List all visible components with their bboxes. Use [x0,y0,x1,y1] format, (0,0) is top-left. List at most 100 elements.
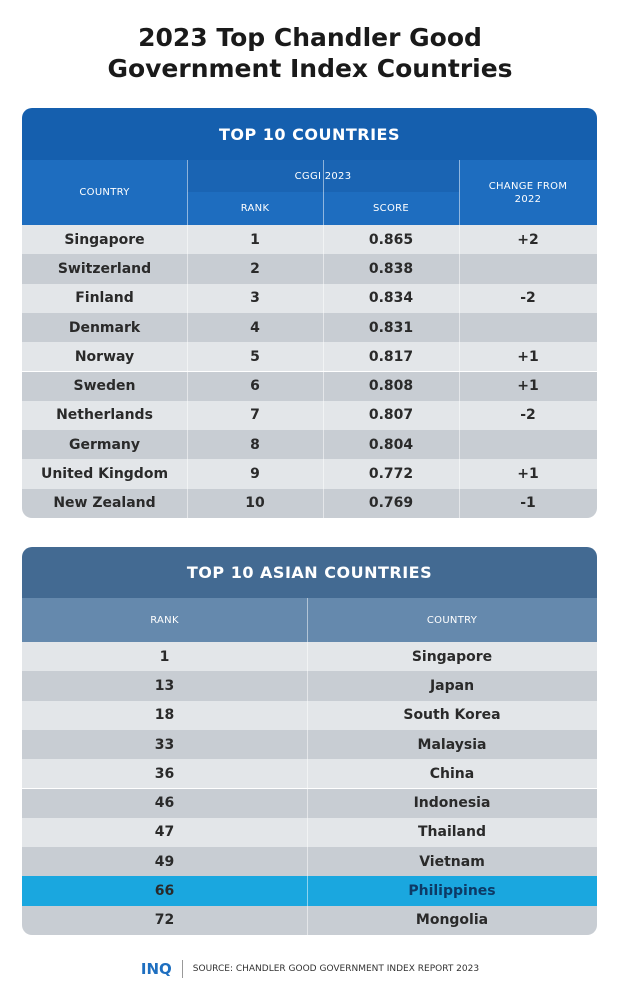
table-cell: +1 [517,378,539,395]
row-bg [22,430,597,460]
row-bg [22,312,597,343]
table-cell [459,313,597,342]
table-cell: 47 [154,824,175,841]
table-cell: Sweden [73,378,136,395]
table-cell: 0.769 [368,495,414,512]
row-bg [22,371,597,401]
divider [187,160,188,518]
row-bg [22,225,597,255]
asian-table: TOP 10 ASIAN COUNTRIES RANK COUNTRY 1 Singap… [22,547,597,935]
header-cell: SCORE [373,203,409,214]
table-cell: 0.831 [368,319,414,336]
header-cell: RANK [240,203,270,214]
row-bg [22,905,597,935]
row-bg [22,876,597,906]
row-bg [22,788,597,818]
title: 2023 Top Chandler Good Government Index … [0,22,620,84]
table-cell: 0.808 [368,378,414,395]
table-cell: 0.838 [368,260,414,277]
table-cell: South Korea [403,707,501,724]
table-cell: 4 [250,319,260,336]
table-cell: Thailand [418,824,486,841]
table-cell: Philippines [408,883,496,900]
table-cell: Indonesia [413,795,491,812]
table-cell: 66 [154,883,175,900]
table-cell: Finland [75,290,134,307]
table-cell: Norway [74,348,135,365]
table-cell: +2 [517,231,539,248]
row-bg [22,817,597,848]
table-cell: United Kingdom [40,466,169,483]
table-cell: 8 [250,436,260,453]
table-cell: 0.834 [368,290,414,307]
table-cell: 2 [250,260,260,277]
table-cell: 0.772 [368,466,414,483]
table-cell: 6 [250,378,260,395]
table-cell: 0.865 [368,231,414,248]
row-bg [22,283,597,313]
table-cell [459,430,597,459]
row-bg [22,671,597,701]
row-bg [22,459,597,489]
table-cell: 10 [245,495,265,512]
table-cell: -2 [520,290,536,307]
row-bg [22,400,597,431]
title-line: Government Index Countries [107,54,513,83]
table-cell: -1 [520,495,536,512]
table-cell: 46 [154,795,175,812]
table-cell: -2 [520,407,536,424]
row-bg [22,847,597,877]
table-cell: 5 [250,348,260,365]
table-cell: Vietnam [419,853,485,870]
divider [459,160,460,518]
logo: INQ [141,960,183,978]
row-bg [22,254,597,284]
table-cell: 0.804 [368,436,414,453]
table-cell [459,254,597,283]
table-cell: Japan [429,677,475,694]
table-cell: 3 [250,290,260,307]
table-cell: Malaysia [417,736,487,753]
row-bg [22,342,597,372]
row-bg [22,700,597,730]
table-cell: New Zealand [53,495,156,512]
table-cell: Netherlands [56,407,153,424]
source: SOURCE: CHANDLER GOOD GOVERNMENT INDEX R… [192,964,480,974]
table-cell: Mongolia [415,912,489,929]
table-cell: 33 [154,736,175,753]
header-bg [22,598,597,642]
table-cell: 18 [154,707,175,724]
table-cell: 49 [154,853,175,870]
divider [307,598,308,935]
table-title: TOP 10 ASIAN COUNTRIES [22,547,597,598]
row-bg [22,759,597,789]
table-cell: +1 [517,466,539,483]
table-cell: 72 [154,912,175,929]
table-cell: 7 [250,407,260,424]
table-cell: 36 [154,765,175,782]
table-cell: 9 [250,466,260,483]
footer: INQ SOURCE: CHANDLER GOOD GOVERNMENT IND… [0,958,620,980]
title-line: 2023 Top Chandler Good [138,23,482,52]
top10-table: TOP 10 COUNTRIES COUNTRY CGGI 2023 RANK SCOR… [22,108,597,518]
row-bg [22,488,597,518]
header-cell: RANK [150,614,179,626]
table-cell: 0.807 [368,407,414,424]
divider [323,160,324,518]
header-cell: CHANGE FROM 2022 [488,180,568,205]
table-cell: Switzerland [57,260,152,277]
table-cell: 0.817 [368,348,414,365]
table-title: TOP 10 COUNTRIES [22,108,597,160]
row-bg [22,729,597,760]
table-cell: 13 [154,677,175,694]
table-cell: Singapore [411,648,493,665]
table-cell: Denmark [68,319,141,336]
table-cell: China [429,765,475,782]
row-bg [22,642,597,672]
table-cell: Singapore [64,231,145,248]
header-cell: COUNTRY [79,187,130,198]
table-cell: +1 [517,348,539,365]
header-cell: COUNTRY [426,614,478,626]
table-cell: Germany [68,436,141,453]
